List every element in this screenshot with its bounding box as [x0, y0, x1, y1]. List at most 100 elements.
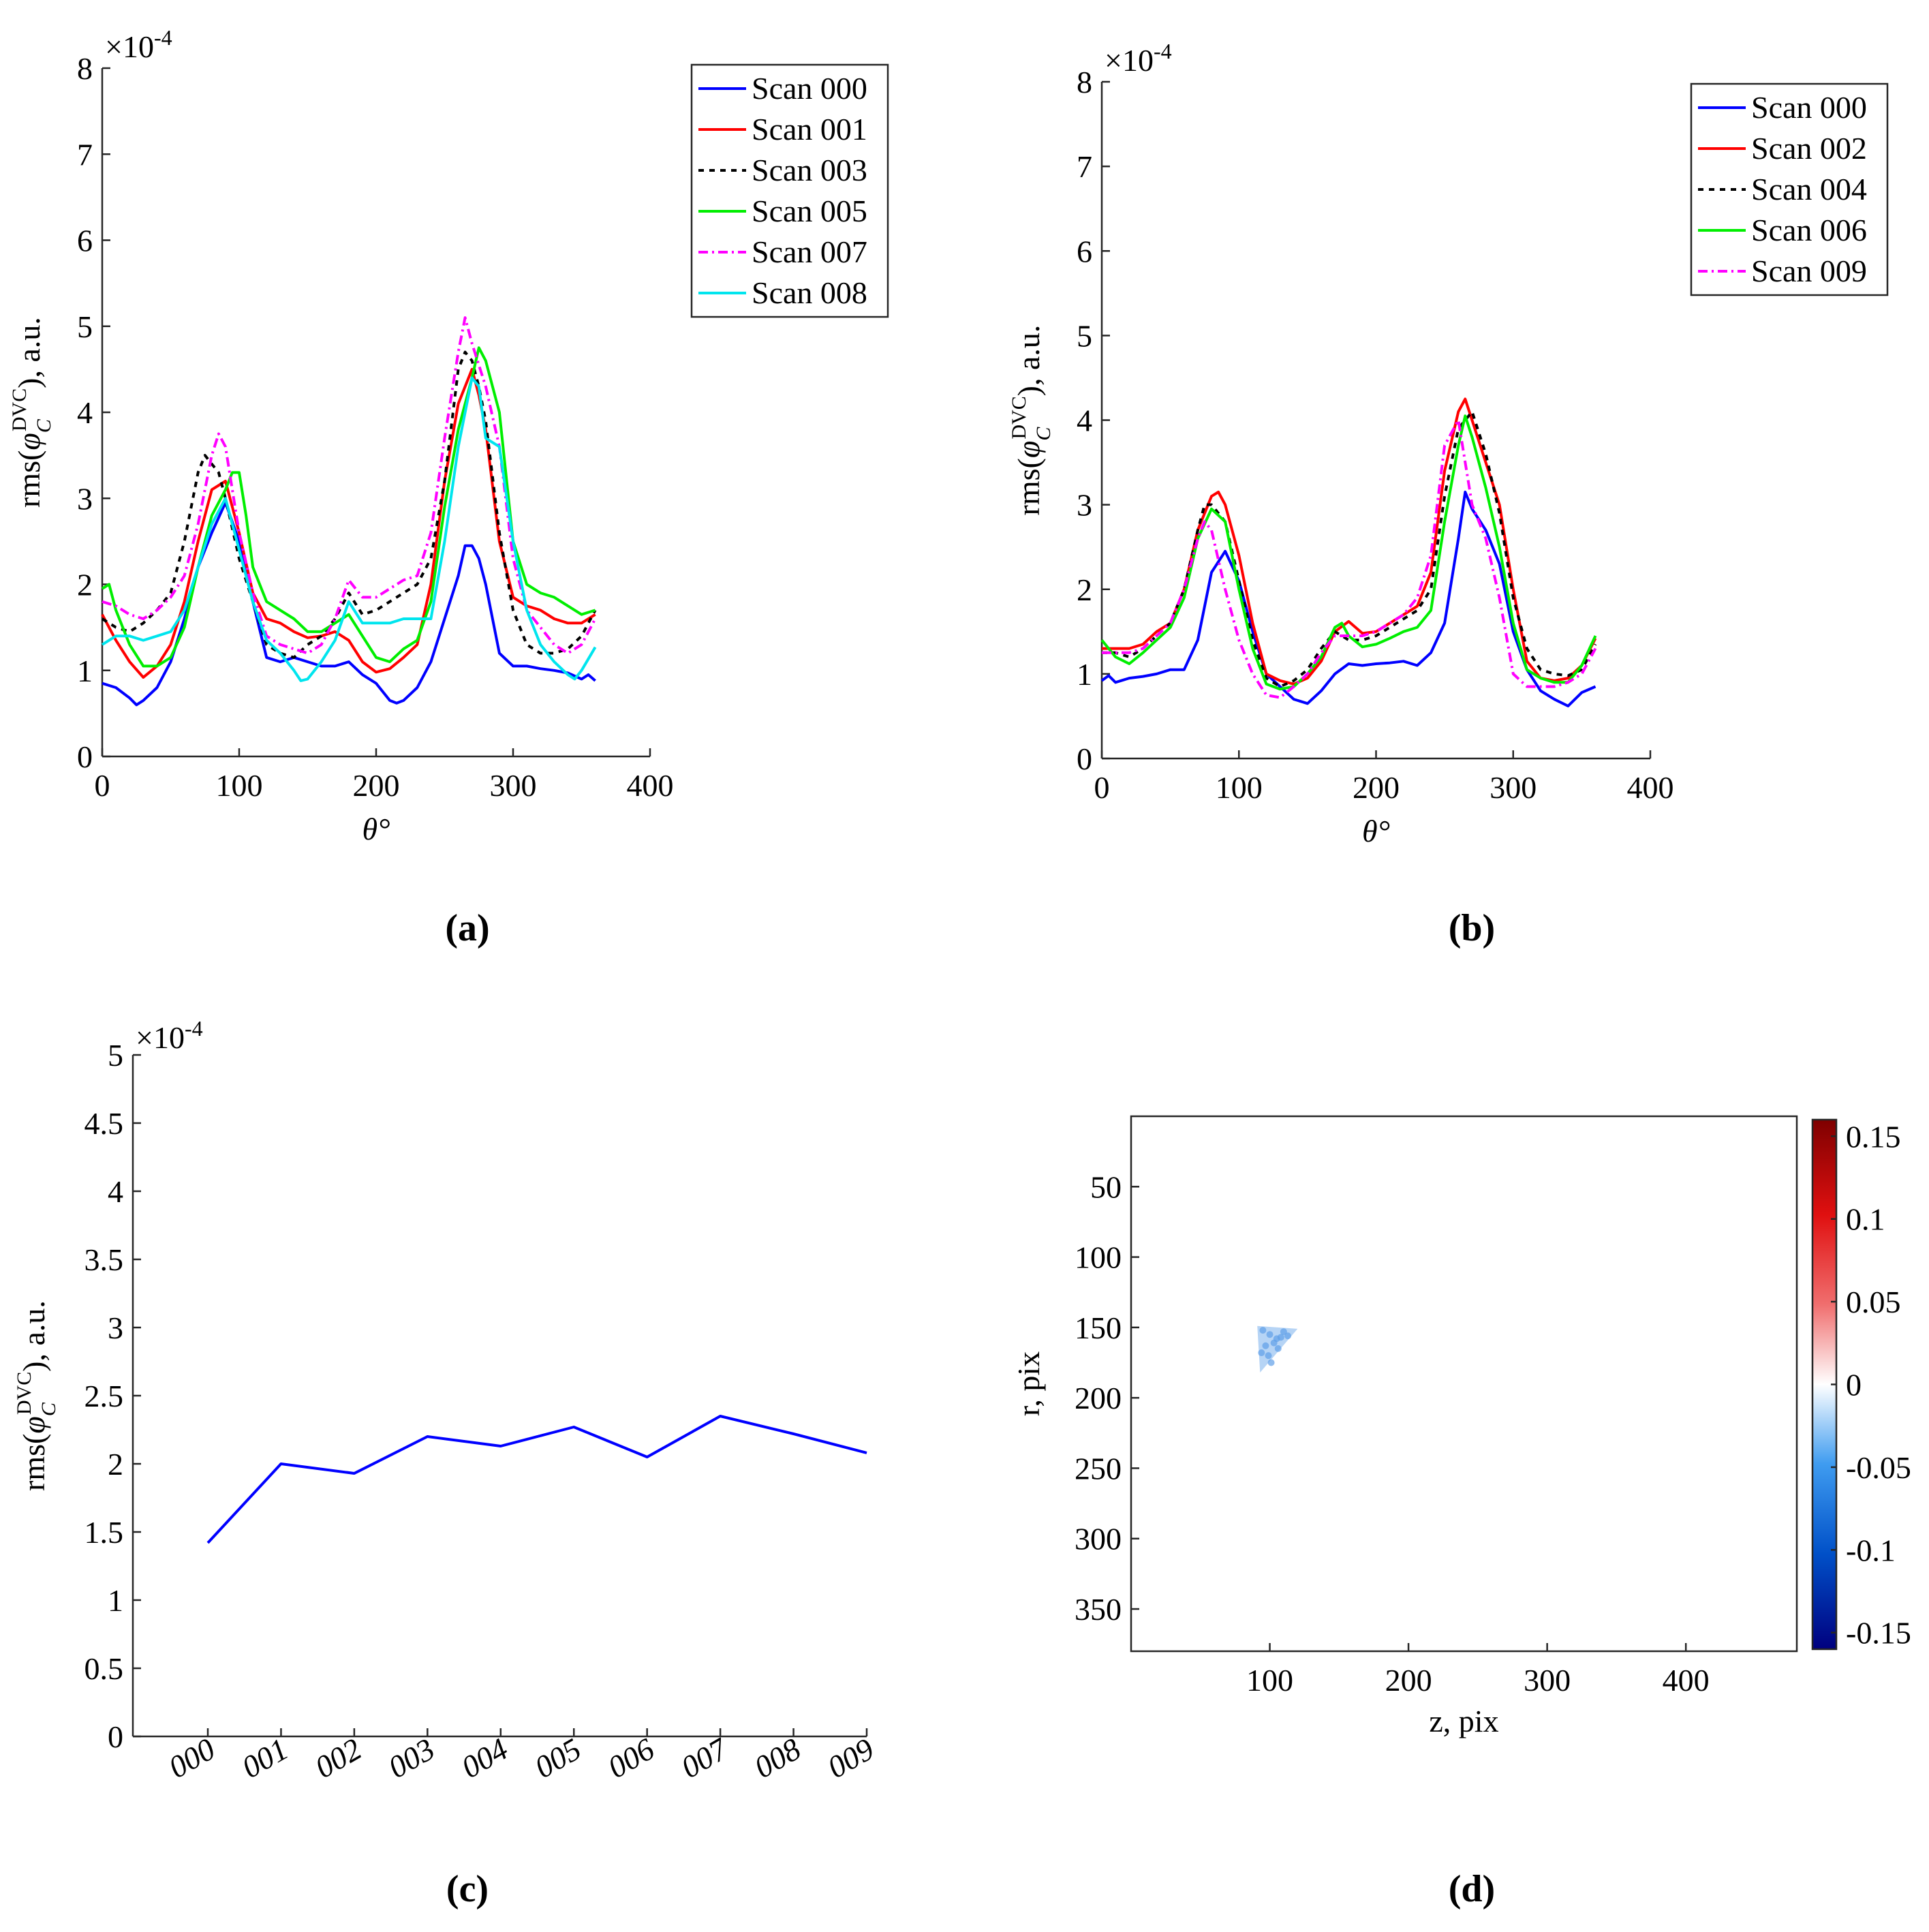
series-line-scan-006: [1100, 414, 1597, 691]
x-tick-label: 0: [95, 768, 110, 803]
y-tick-label: 1: [77, 654, 93, 688]
x-tick-label: 100: [216, 768, 263, 803]
series-line-scan-007: [102, 316, 597, 655]
y-tick-label: 6: [77, 224, 93, 258]
y-label-pre: rms(: [16, 1434, 51, 1491]
y-label-symbol: φ: [12, 433, 46, 450]
panel-b: 0 1 2 3 4 5 6 7 8 0 100 200 300 400 θ° rms(φCDVC), a.u.…: [1008, 39, 1889, 848]
y-tick-label: 0: [108, 1719, 123, 1754]
y-tick-label: 200: [1075, 1381, 1122, 1415]
legend-label: Scan 003: [752, 153, 867, 187]
x-tick-label: 300: [1524, 1663, 1571, 1698]
y-tick-label: 2: [77, 568, 93, 602]
caption-d: (d): [1449, 1868, 1495, 1910]
legend-label: Scan 007: [752, 234, 867, 269]
x-tick-label: 000: [163, 1731, 221, 1785]
x-tick-label: 004: [456, 1731, 514, 1785]
x-tick-label: 200: [1353, 770, 1400, 805]
y-tick-label: 7: [77, 137, 93, 172]
y-tick-label: 3.5: [84, 1242, 124, 1277]
caption-b: (b): [1449, 907, 1495, 949]
y-label-symbol: φ: [16, 1416, 51, 1433]
y-axis-label: rms(φCDVC), a.u.: [1008, 325, 1055, 516]
colorbar-tick-label: 0: [1846, 1368, 1862, 1402]
x-tick-label: 100: [1246, 1663, 1293, 1698]
y-label-sup: DVC: [13, 1372, 35, 1415]
exponent-power: -4: [185, 1016, 203, 1041]
legend-box: [690, 63, 889, 318]
exponent-label: ×10-4: [105, 25, 172, 64]
panel-c: 0 0.5 1 1.5 2 2.5 3 3.5 4 4.5 5 000 001 002 003 004 005 0…: [13, 1016, 880, 1785]
y-tick-label: 1.5: [84, 1515, 124, 1550]
series-line-scan-005: [101, 346, 596, 668]
x-tick-label: 007: [675, 1730, 735, 1785]
x-tick-label: 400: [1663, 1663, 1710, 1698]
y-tick-label: 8: [1077, 65, 1092, 99]
x-axis-label: θ°: [1362, 814, 1390, 848]
heatmap-speckle: [1277, 1334, 1284, 1341]
x-tick-label: 0: [1094, 770, 1110, 805]
exponent-power: -4: [1154, 39, 1172, 63]
legend-label: Scan 009: [1751, 254, 1867, 288]
y-axis-label: rms(φCDVC), a.u.: [13, 1300, 60, 1491]
series-line-scan-004: [1102, 410, 1597, 688]
x-tick-label: 300: [490, 768, 537, 803]
x-tick-label: 400: [627, 768, 674, 803]
x-axis-label: θ°: [362, 812, 390, 846]
y-tick-label: 150: [1075, 1310, 1122, 1345]
x-tick-label: 008: [748, 1731, 806, 1785]
caption-c: (c): [446, 1868, 489, 1910]
y-tick-label: 3: [1077, 488, 1092, 523]
heatmap-speckle: [1270, 1339, 1278, 1347]
y-tick-label: 1: [1077, 657, 1092, 692]
y-tick-label: 0.5: [84, 1651, 124, 1686]
y-label-sub: C: [37, 1402, 60, 1416]
y-label-post: ), a.u.: [16, 1300, 51, 1372]
series-line-scan-009: [1102, 418, 1597, 699]
exponent-label: ×10-4: [1105, 39, 1172, 78]
legend-label: Scan 002: [1751, 131, 1867, 166]
heatmap-speckle: [1280, 1328, 1287, 1336]
exponent-power: -4: [154, 25, 172, 50]
y-tick-label: 250: [1075, 1451, 1122, 1486]
y-label-symbol: φ: [1011, 441, 1046, 458]
y-tick-label: 8: [77, 51, 93, 86]
x-tick-label: 400: [1627, 770, 1674, 805]
x-tick-label: 200: [1385, 1663, 1432, 1698]
y-tick-label: 50: [1090, 1169, 1122, 1204]
y-tick-label: 5: [1077, 318, 1092, 353]
y-tick-label: 1: [108, 1583, 123, 1618]
y-tick-label: 3: [108, 1310, 123, 1345]
y-tick-label: 5: [77, 309, 93, 344]
y-tick-label: 0: [77, 739, 93, 774]
y-tick-label: 300: [1075, 1522, 1122, 1557]
colorbar-tick-label: -0.15: [1846, 1616, 1911, 1651]
x-tick-label: 300: [1490, 770, 1537, 805]
colorbar-tick-label: 0.05: [1846, 1285, 1901, 1319]
colorbar-tick-label: 0.15: [1846, 1119, 1901, 1154]
y-label-sup: DVC: [1008, 396, 1030, 439]
x-axis-label: z, pix: [1429, 1704, 1498, 1738]
legend-label: Scan 000: [752, 71, 867, 106]
series-line-scan-000: [102, 501, 596, 707]
legend-label: Scan 004: [1751, 172, 1867, 206]
y-tick-label: 3: [77, 481, 93, 516]
y-tick-label: 4.5: [84, 1106, 124, 1141]
panel-a: 0 1 2 3 4 5 6 7 8 0 100 200 300 400 θ° rms(φCDVC), a.u.…: [8, 25, 889, 846]
heatmap-area: [1130, 1115, 1798, 1653]
heatmap-speckle: [1265, 1352, 1272, 1360]
exponent-base: ×10: [105, 29, 154, 64]
y-label-pre: rms(: [12, 450, 46, 508]
y-tick-label: 4: [1077, 403, 1092, 438]
x-tick-label: 001: [236, 1731, 294, 1785]
series-line-scan-001: [101, 367, 596, 679]
y-label-post: ), a.u.: [12, 317, 46, 388]
heatmap-speckle: [1266, 1331, 1274, 1338]
heatmap-speckle: [1258, 1349, 1265, 1357]
y-axis-label: r, pix: [1011, 1351, 1046, 1416]
caption-a: (a): [445, 907, 489, 949]
legend-label: Scan 001: [752, 112, 867, 147]
colorbar-tick-label: -0.05: [1846, 1450, 1911, 1485]
legend-label: Scan 000: [1751, 90, 1867, 125]
